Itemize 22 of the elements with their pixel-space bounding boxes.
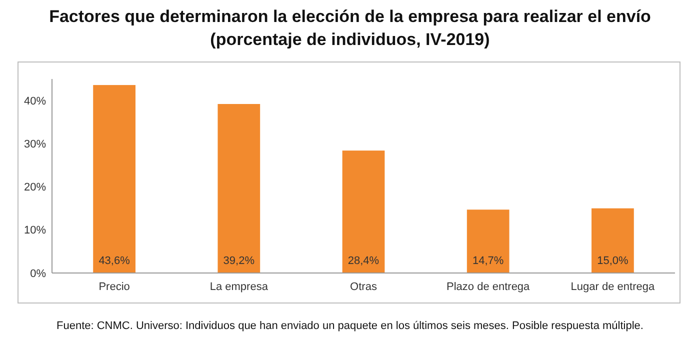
y-tick-label: 20% <box>24 182 46 194</box>
x-tick-label: Precio <box>98 281 130 293</box>
source-note: Fuente: CNMC. Universo: Individuos que han enviado un paquete en los últimos seis meses. Posible respuesta múltiple. <box>56 320 644 332</box>
chart-title: Factores que determinaron la elección de la empresa para realizar el envío (porcentaje de individuos, IV-2019) <box>49 7 651 49</box>
y-tick-label: 0% <box>30 268 46 280</box>
data-label: 43,6% <box>98 255 130 267</box>
bar <box>342 150 385 273</box>
x-tick-label: La empresa <box>210 281 269 293</box>
x-tick-label: Plazo de entrega <box>446 281 531 293</box>
bar <box>218 104 260 273</box>
y-tick-label: 40% <box>24 95 46 108</box>
bar <box>93 85 136 273</box>
x-tick-label: Lugar de entrega <box>570 281 656 293</box>
y-tick-label: 10% <box>24 224 46 237</box>
bar <box>466 210 510 273</box>
data-label: 15,0% <box>597 255 629 267</box>
y-tick-label: 30% <box>24 138 46 151</box>
bar <box>592 208 634 273</box>
x-tick-label: Otras <box>350 281 378 293</box>
data-label: 28,4% <box>348 255 380 267</box>
data-label: 39,2% <box>223 255 255 267</box>
data-label: 14,7% <box>472 255 504 267</box>
